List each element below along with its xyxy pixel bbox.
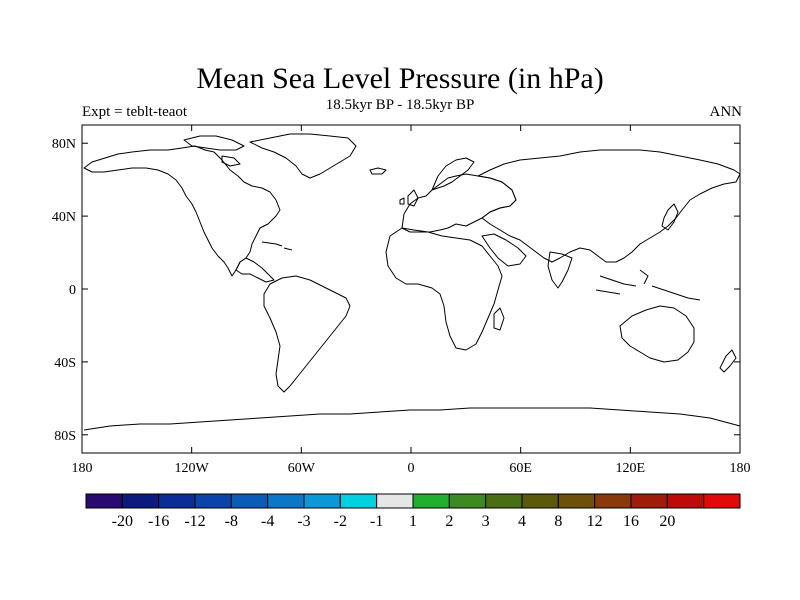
colorbar-label: 12: [587, 513, 603, 530]
coastline-madagascar: [493, 307, 505, 331]
lon-tick-label: 180: [72, 461, 93, 476]
colorbar-label: -1: [370, 513, 383, 530]
colorbar-swatch: [521, 493, 559, 509]
coastline-british-isles: [399, 189, 419, 207]
colorbar-swatch: [448, 493, 487, 509]
map-frame: [81, 124, 741, 454]
coastline-central-america: [235, 257, 275, 283]
colorbar-label: 2: [445, 513, 453, 530]
latitude-axis: 80N 40N 0 40S 80S: [52, 137, 740, 444]
colorbar-label: 1: [409, 513, 417, 530]
colorbar-swatch: [85, 493, 123, 509]
colorbar-swatch: [158, 493, 196, 509]
coastlines: [83, 133, 741, 431]
lat-tick-label: 0: [69, 283, 76, 298]
coastline-scandinavia: [431, 157, 475, 191]
colorbar-label: -3: [297, 513, 310, 530]
lon-tick-label: 60E: [509, 461, 532, 476]
colorbar-swatch: [339, 493, 378, 509]
lon-tick-label: 60W: [288, 461, 316, 476]
coastline-japan: [661, 203, 679, 231]
coastline-iceland: [369, 167, 387, 175]
colorbar-label: 4: [518, 513, 526, 530]
map-title: Mean Sea Level Pressure (in hPa): [196, 62, 604, 95]
lat-tick-label: 40N: [52, 210, 76, 225]
lon-tick-label: 180: [730, 461, 751, 476]
colorbar-swatch: [557, 493, 596, 509]
colorbar-label: 16: [623, 513, 639, 530]
coastline-africa: [385, 227, 503, 351]
colorbar-label: -4: [261, 513, 274, 530]
colorbar-label: 8: [554, 513, 562, 530]
colorbar-swatch: [666, 493, 705, 509]
coastline-south-america: [263, 275, 351, 393]
longitude-axis: 180 120W 60W 0 60E 120E 180: [72, 125, 751, 476]
colorbar-label: -8: [225, 513, 238, 530]
coastline-greenland: [249, 133, 357, 179]
colorbar-label: 20: [659, 513, 675, 530]
colorbar-swatch: [376, 493, 414, 509]
lat-tick-label: 80N: [52, 137, 76, 152]
colorbar-label: 3: [482, 513, 490, 530]
coastline-caribbean: [261, 241, 293, 251]
map-subtitle: 18.5kyr BP - 18.5kyr BP: [325, 97, 475, 113]
coastline-asia: [477, 149, 741, 263]
colorbar-swatch: [412, 493, 450, 509]
colorbar-swatch: [703, 493, 741, 509]
colorbar-swatch: [121, 493, 160, 509]
colorbar-label: -2: [334, 513, 347, 530]
colorbar-label: -20: [112, 513, 133, 530]
colorbar-swatch: [194, 493, 232, 509]
colorbar-label: -16: [148, 513, 169, 530]
coastline-antarctica: [83, 407, 741, 431]
lon-tick-label: 0: [408, 461, 415, 476]
lon-tick-label: 120E: [616, 461, 646, 476]
colorbar-swatch: [303, 493, 341, 509]
coastline-new-zealand: [719, 349, 737, 373]
colorbar-swatch: [230, 493, 269, 509]
coastline-arabia: [481, 233, 527, 267]
season-label: ANN: [709, 104, 743, 120]
coastline-southeast-asia: [595, 269, 701, 301]
coastline-australia: [619, 305, 695, 363]
coastline-india: [547, 251, 573, 289]
colorbar: -20 -16 -12 -8 -4 -3 -2 -1 1 2 3 4 8 12 16 20: [85, 493, 741, 530]
lon-tick-label: 120W: [175, 461, 210, 476]
colorbar-swatch: [630, 493, 668, 509]
coastline-arctic-islands: [183, 135, 245, 167]
colorbar-swatch: [267, 493, 305, 509]
lat-tick-label: 80S: [54, 429, 76, 444]
colorbar-swatch: [594, 493, 632, 509]
lat-tick-label: 40S: [54, 356, 76, 371]
experiment-label: Expt = teblt-teaot: [82, 104, 188, 120]
colorbar-label: -12: [184, 513, 205, 530]
colorbar-swatch: [485, 493, 523, 509]
